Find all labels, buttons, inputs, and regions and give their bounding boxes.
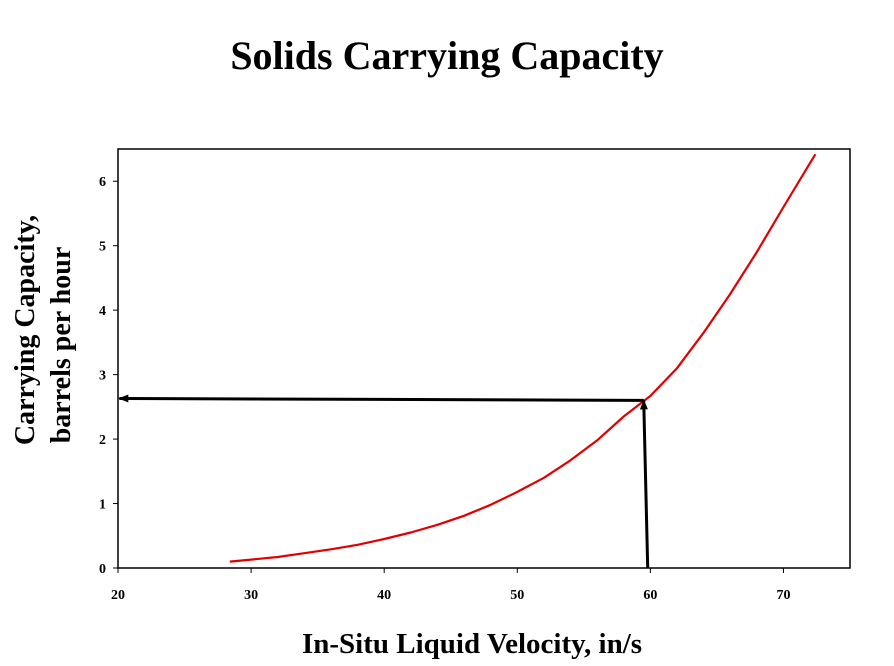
- x-tick-label: 20: [111, 588, 125, 603]
- y-tick-label: 0: [99, 562, 106, 577]
- x-tick-label: 50: [510, 588, 524, 603]
- y-tick-label: 5: [99, 240, 106, 255]
- plot-area-frame: [117, 148, 851, 569]
- y-axis-title-line-2: barrels per hour: [46, 247, 77, 444]
- capacity-curve: [229, 153, 817, 563]
- y-tick-label: 1: [99, 498, 106, 513]
- x-tick-label: 70: [776, 588, 790, 603]
- x-tick-label: 30: [244, 588, 258, 603]
- x-tick-label: 40: [377, 588, 391, 603]
- y-axis-title-line-1: Carrying Capacity,: [10, 215, 41, 445]
- y-tick-label: 2: [99, 433, 106, 448]
- chart-title: Solids Carrying Capacity: [230, 33, 664, 78]
- vertical-arrow: [639, 399, 650, 569]
- horizontal-arrow: [118, 394, 644, 403]
- x-tick-label: 60: [643, 588, 657, 603]
- y-tick-label: 4: [99, 304, 106, 319]
- y-tick-label: 3: [99, 369, 106, 384]
- x-axis-title: In-Situ Liquid Velocity, in/s: [302, 628, 642, 660]
- y-tick-label: 6: [99, 175, 106, 190]
